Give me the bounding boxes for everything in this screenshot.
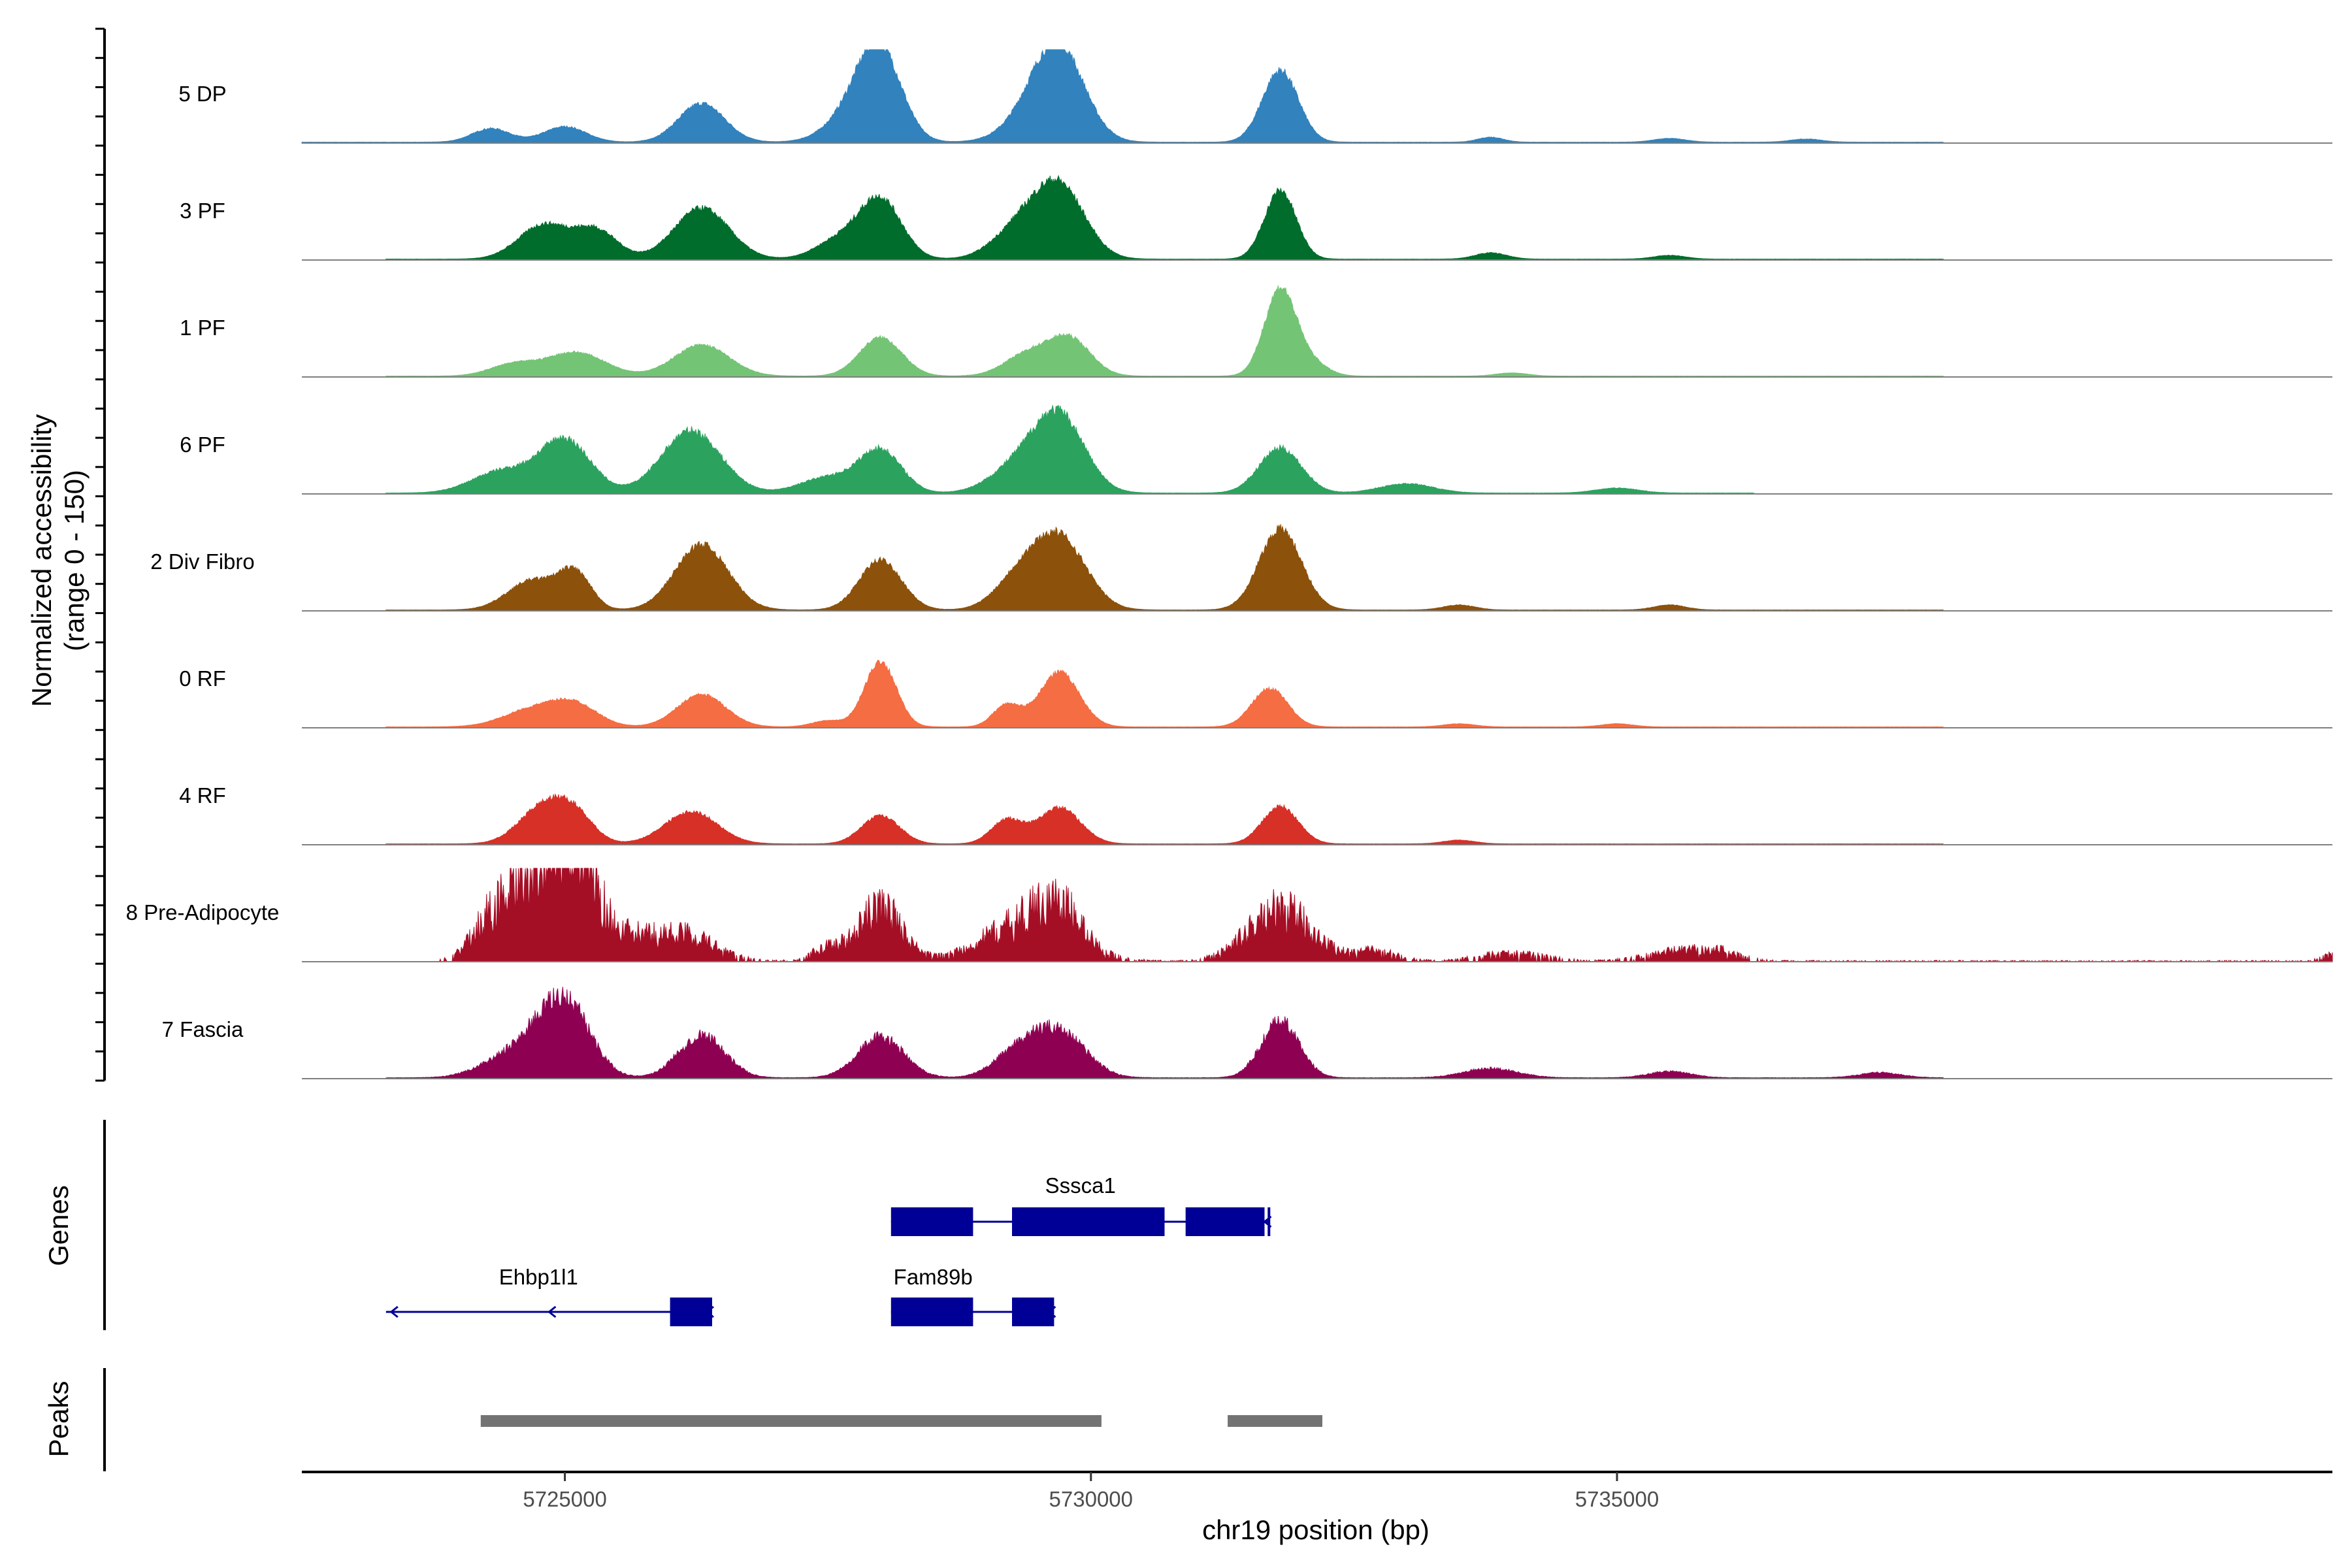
gene-ehbp1l1: Ehbp1l1 [385, 1265, 714, 1326]
exon-block [1267, 1207, 1271, 1236]
track-1-pf: 1 PF [180, 285, 2332, 378]
track-0-rf: 0 RF [179, 659, 2332, 728]
track-label: 1 PF [180, 316, 225, 340]
track-label: 3 PF [180, 199, 225, 223]
coverage-area [438, 867, 2333, 963]
track-3-pf: 3 PF [180, 174, 2332, 261]
track-label: 8 Pre-Adipocyte [126, 900, 280, 924]
exon-block [1012, 1298, 1054, 1326]
gene-fam89b: Fam89b [890, 1265, 1056, 1326]
track-7-fascia: 7 Fascia [162, 987, 2332, 1079]
coverage-area [385, 174, 1944, 261]
x-tick-label: 5725000 [523, 1487, 606, 1511]
x-tick-label: 5730000 [1049, 1487, 1133, 1511]
gene-label: Ehbp1l1 [499, 1265, 578, 1289]
exon-block [890, 1298, 973, 1326]
peak-regions-panel [480, 1415, 1322, 1427]
gene-label: Sssca1 [1045, 1173, 1116, 1198]
exon-block [1012, 1207, 1165, 1236]
y-axis-title-line-1: Normalized accessibility [26, 414, 57, 707]
y-axis-title: Normalized accessibility (range 0 - 150) [26, 414, 90, 707]
gene-label: Fam89b [894, 1265, 973, 1289]
y-axis-title-line-2: (range 0 - 150) [59, 470, 90, 651]
track-label: 0 RF [179, 666, 226, 691]
track-label: 2 Div Fibro [150, 549, 255, 574]
coverage-area [385, 404, 1754, 495]
strand-arrow [389, 1305, 399, 1318]
track-6-pf: 6 PF [180, 404, 2332, 495]
track-5-dp: 5 DP [178, 48, 2332, 144]
peaks-panel-title: Peaks [43, 1381, 74, 1458]
track-label: 6 PF [180, 433, 225, 457]
peak-region-bar [1228, 1415, 1322, 1427]
genes-panel-title: Genes [43, 1185, 74, 1266]
coverage-area [385, 285, 1944, 378]
exon-block [670, 1298, 712, 1326]
x-tick-label: 5735000 [1575, 1487, 1659, 1511]
coverage-area [385, 987, 1944, 1079]
track-label: 5 DP [178, 82, 226, 106]
exon-block [890, 1207, 973, 1236]
track-8-pre-adipocyte: 8 Pre-Adipocyte [126, 867, 2333, 963]
track-4-rf: 4 RF [179, 783, 2332, 845]
coverage-area [301, 48, 1944, 144]
coverage-area [385, 793, 1944, 845]
coverage-area [385, 659, 1944, 728]
strand-arrow [547, 1305, 557, 1318]
gene-sssca1: Sssca1 [890, 1173, 1272, 1236]
exon-block [1185, 1207, 1265, 1236]
track-2-div-fibro: 2 Div Fibro [150, 524, 2332, 612]
gene-annotation-panel: Sssca1 Ehbp1l1 Fam89b [385, 1173, 1272, 1326]
x-axis-title: chr19 position (bp) [1202, 1514, 1429, 1545]
track-label: 7 Fascia [162, 1017, 244, 1041]
coverage-area [385, 524, 1944, 612]
peak-region-bar [480, 1415, 1102, 1427]
coverage-y-axis-ticks [95, 27, 105, 1082]
coverage-tracks: 5 DP 3 PF 1 PF 6 PF 2 Div Fibro 0 RF 4 RF 8 Pre… [126, 48, 2333, 1079]
x-axis-ticks: 5725000 5730000 5735000 [523, 1472, 1659, 1511]
track-label: 4 RF [179, 783, 226, 808]
